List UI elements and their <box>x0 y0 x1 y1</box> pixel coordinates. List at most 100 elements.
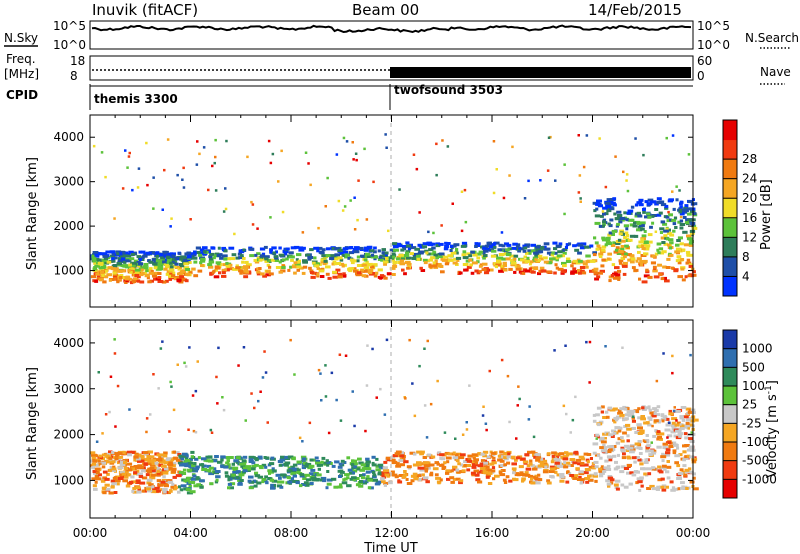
echo-cell <box>284 461 291 465</box>
echo-cell <box>237 252 242 256</box>
echo-cell <box>570 271 575 275</box>
echo-cell <box>670 488 676 492</box>
echo-cell <box>108 410 111 414</box>
echo-cell <box>636 446 642 450</box>
echo-cell <box>609 481 614 485</box>
echo-cell <box>677 275 683 279</box>
echo-cell <box>280 480 285 484</box>
echo-cell <box>359 474 363 477</box>
echo-cell <box>602 469 607 473</box>
echo-cell <box>579 463 586 467</box>
echo-cell <box>226 456 230 460</box>
echo-cell <box>443 247 449 251</box>
echo-cell <box>207 263 213 267</box>
echo-cell <box>273 255 278 259</box>
echo-cell <box>392 264 398 268</box>
echo-cell <box>278 253 285 257</box>
echo-cell <box>633 268 639 272</box>
echo-cell <box>608 279 612 283</box>
echo-cell <box>217 346 220 350</box>
echo-cell <box>563 163 566 166</box>
echo-cell <box>636 211 641 215</box>
echo-cell <box>228 246 235 250</box>
echo-cell <box>678 429 682 433</box>
echo-cell <box>434 259 438 263</box>
echo-cell <box>413 414 417 418</box>
velocity-colorbar-label: Velocity [m s-1] <box>764 380 780 478</box>
echo-cell <box>175 474 182 478</box>
echo-cell <box>530 477 534 481</box>
echo-cell <box>524 269 531 273</box>
echo-cell <box>209 271 214 275</box>
echo-cell <box>605 479 610 483</box>
echo-cell <box>606 464 611 468</box>
echo-cell <box>498 243 503 247</box>
echo-cell <box>563 212 566 216</box>
echo-cell <box>654 208 659 211</box>
echo-cell <box>427 230 430 234</box>
echo-cell <box>197 253 203 257</box>
echo-cell <box>620 245 625 248</box>
echo-cell <box>618 232 623 236</box>
echo-cell <box>344 354 348 357</box>
echo-cell <box>302 477 307 480</box>
echo-cell <box>392 245 399 249</box>
echo-cell <box>372 250 377 254</box>
echo-cell <box>115 454 120 458</box>
echo-cell <box>225 261 229 265</box>
echo-cell <box>266 263 270 267</box>
echo-cell <box>515 267 521 271</box>
echo-cell <box>619 413 625 417</box>
echo-cell <box>633 470 639 473</box>
echo-cell <box>518 465 524 469</box>
echo-cell <box>627 258 633 262</box>
echo-cell <box>584 245 589 249</box>
echo-cell <box>656 430 661 434</box>
echo-cell <box>351 141 354 144</box>
echo-cell <box>430 256 436 260</box>
echo-cell <box>166 272 173 276</box>
echo-cell <box>244 260 249 264</box>
echo-cell <box>681 485 685 489</box>
echo-cell <box>206 464 212 468</box>
echo-cell <box>459 463 463 467</box>
echo-cell <box>243 268 249 271</box>
echo-cell <box>682 487 689 490</box>
echo-cell <box>365 384 369 387</box>
echo-cell <box>242 257 246 260</box>
echo-cell <box>426 466 431 470</box>
echo-cell <box>117 260 123 264</box>
echo-cell <box>535 258 541 262</box>
echo-cell <box>103 265 107 268</box>
echo-cell <box>562 455 568 459</box>
echo-cell <box>528 267 532 271</box>
echo-cell <box>599 456 603 460</box>
echo-cell <box>623 467 629 470</box>
echo-cell <box>296 460 301 464</box>
echo-cell <box>343 461 347 464</box>
echo-cell <box>343 274 347 278</box>
echo-cell <box>134 273 140 277</box>
echo-cell <box>403 272 407 276</box>
echo-cell <box>623 407 628 411</box>
echo-cell <box>592 253 597 257</box>
echo-cell <box>170 271 176 275</box>
echo-cell <box>637 440 642 443</box>
echo-cell <box>343 205 347 208</box>
beam-title: Beam 00 <box>352 1 419 19</box>
echo-cell <box>229 456 234 459</box>
echo-cell <box>162 469 167 473</box>
echo-cell <box>416 257 421 261</box>
echo-cell <box>605 205 612 209</box>
echo-cell <box>415 167 419 171</box>
echo-cell <box>150 490 156 494</box>
echo-cell <box>481 262 488 266</box>
echo-cell <box>671 486 676 490</box>
echo-cell <box>288 255 294 259</box>
colorbar-tick-label: 28 <box>742 152 757 166</box>
echo-cell <box>448 258 454 262</box>
echo-cell <box>392 473 398 477</box>
echo-cell <box>290 258 294 262</box>
echo-cell <box>440 457 446 461</box>
